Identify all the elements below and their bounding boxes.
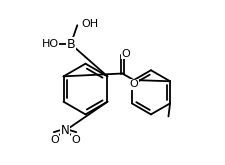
- Text: N: N: [61, 124, 70, 137]
- Text: O: O: [50, 135, 59, 145]
- Text: HO: HO: [41, 39, 58, 49]
- Text: O: O: [129, 79, 138, 89]
- Text: O: O: [71, 135, 80, 145]
- Text: OH: OH: [81, 19, 99, 29]
- Text: O: O: [122, 49, 130, 59]
- Text: B: B: [66, 38, 75, 50]
